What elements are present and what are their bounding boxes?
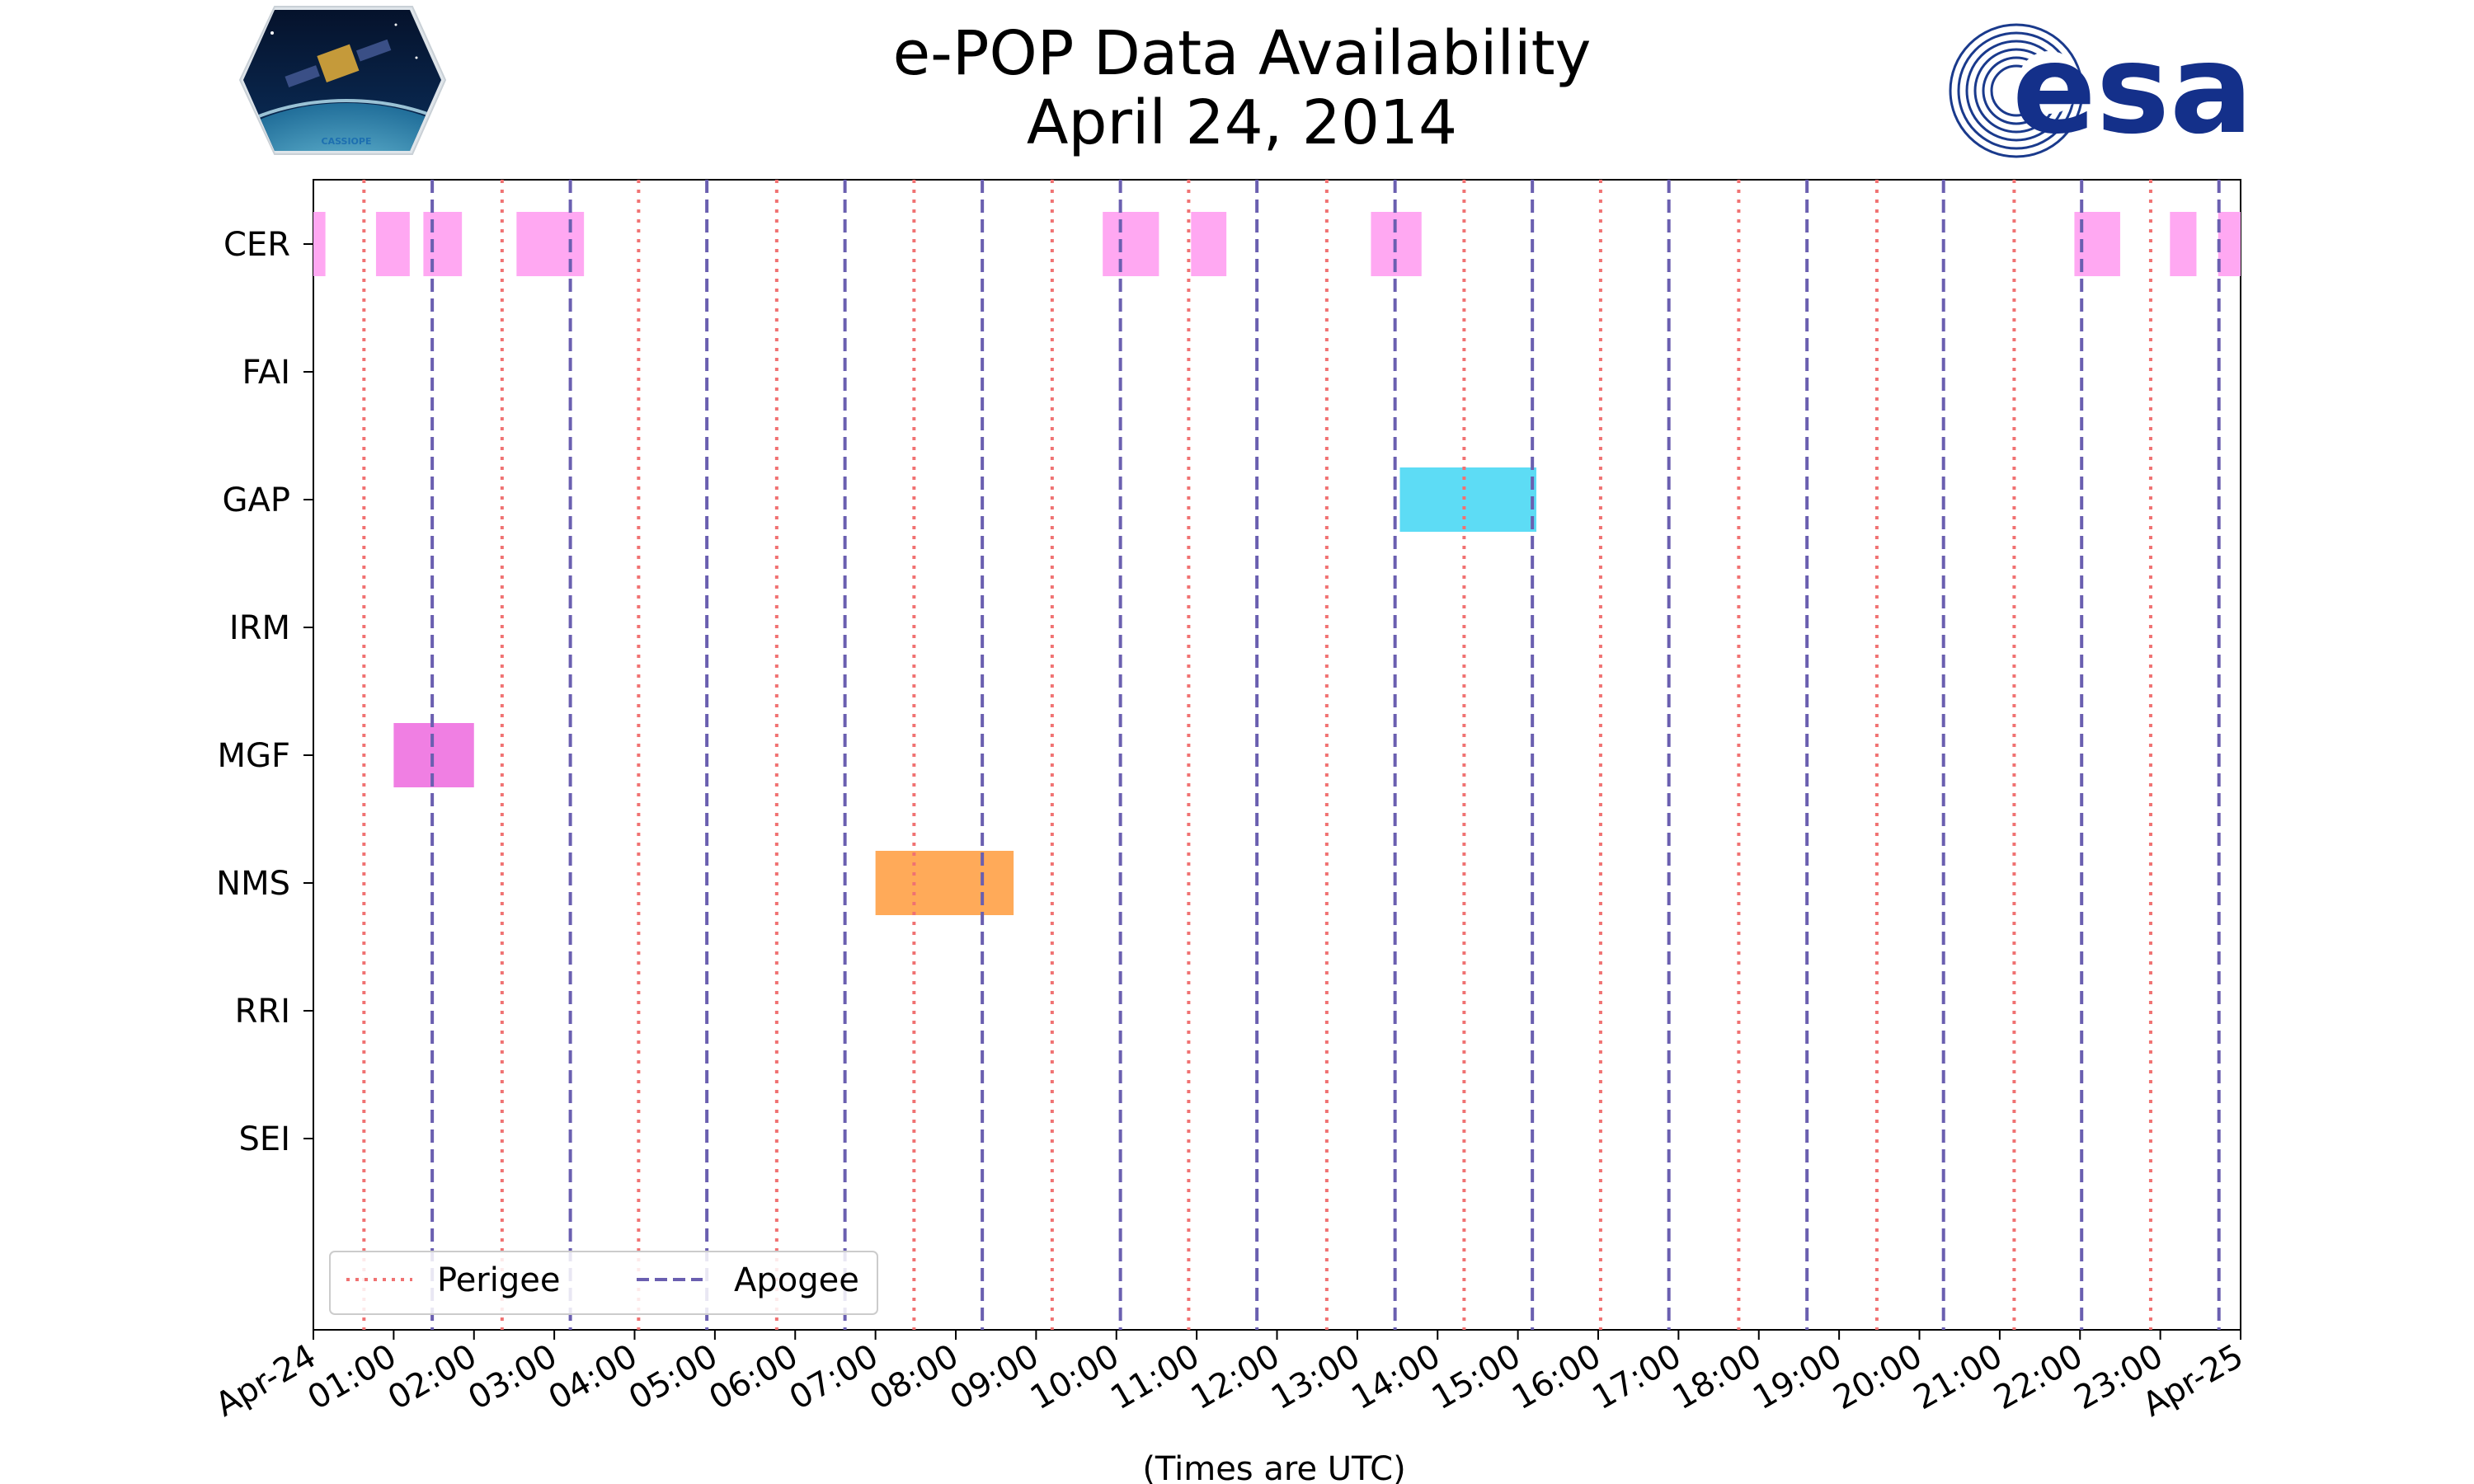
x-tick-label-9: 09:00	[944, 1337, 1046, 1417]
y-tick-label-rri: RRI	[235, 993, 290, 1031]
y-tick-label-mgf: MGF	[217, 737, 290, 775]
x-tick-label-22: 22:00	[1987, 1337, 2089, 1417]
esa-logo-text: esa	[2012, 18, 2253, 162]
legend: Perigee Apogee	[329, 1251, 878, 1315]
esa-logo: esa	[1949, 18, 2253, 162]
x-tick-label-17: 17:00	[1587, 1337, 1688, 1417]
x-tick-label-12: 12:00	[1185, 1337, 1286, 1417]
x-tick-label-8: 08:00	[863, 1337, 965, 1417]
x-tick-label-5: 05:00	[623, 1337, 724, 1417]
y-axis: CER FAI GAP IRM MGF NMS RRI SEI	[216, 226, 313, 1158]
x-tick-label-3: 03:00	[462, 1337, 563, 1417]
plot-area	[313, 179, 2241, 1331]
bar-cer-4	[1103, 212, 1159, 276]
data-bars	[313, 212, 2241, 915]
chart-subtitle: April 24, 2014	[1027, 87, 1457, 158]
x-tick-label-11: 11:00	[1104, 1337, 1206, 1417]
y-tick-label-irm: IRM	[229, 609, 290, 647]
x-tick-label-15: 15:00	[1426, 1337, 1527, 1417]
y-tick-label-cer: CER	[223, 226, 290, 264]
y-tick-label-sei: SEI	[239, 1120, 290, 1158]
x-axis: Apr-2401:0002:0003:0004:0005:0006:0007:0…	[209, 1330, 2250, 1425]
y-tick-label-gap: GAP	[223, 481, 290, 519]
bar-cer-0	[313, 212, 326, 276]
x-tick-label-4: 04:00	[543, 1337, 644, 1417]
x-axis-label: (Times are UTC)	[1142, 1450, 1405, 1484]
x-tick-label-19: 19:00	[1747, 1337, 1848, 1417]
x-tick-label-2: 02:00	[382, 1337, 483, 1417]
x-tick-label-7: 07:00	[783, 1337, 885, 1417]
x-tick-label-14: 14:00	[1345, 1337, 1446, 1417]
cassiope-logo: CASSIOPE	[238, 6, 447, 155]
x-tick-label-1: 01:00	[302, 1337, 403, 1417]
x-tick-label-10: 10:00	[1024, 1337, 1126, 1417]
bar-cer-3	[516, 212, 585, 276]
bar-cer-8	[2170, 212, 2197, 276]
bar-nms-12	[875, 851, 1014, 915]
chart-title: e-POP Data Availability	[893, 18, 1592, 89]
legend-apogee-label: Apogee	[734, 1261, 859, 1299]
bar-gap-10	[1399, 467, 1537, 532]
legend-perigee-label: Perigee	[437, 1261, 560, 1299]
bar-cer-2	[423, 212, 463, 276]
y-tick-label-nms: NMS	[216, 865, 290, 903]
orbit-lines	[362, 180, 2221, 1330]
x-tick-label-21: 21:00	[1907, 1337, 2009, 1417]
x-tick-label-18: 18:00	[1667, 1337, 1768, 1417]
mission-logo-text: CASSIOPE	[322, 136, 372, 147]
x-tick-label-20: 20:00	[1827, 1337, 1929, 1417]
bar-cer-9	[2218, 212, 2241, 276]
bar-cer-5	[1191, 212, 1227, 276]
x-tick-label-13: 13:00	[1265, 1337, 1366, 1417]
x-tick-label-16: 16:00	[1506, 1337, 1607, 1417]
y-tick-label-fai: FAI	[242, 354, 291, 392]
x-tick-label-0: Apr-24	[209, 1337, 322, 1425]
bar-cer-1	[375, 212, 410, 276]
x-tick-label-6: 06:00	[703, 1337, 804, 1417]
